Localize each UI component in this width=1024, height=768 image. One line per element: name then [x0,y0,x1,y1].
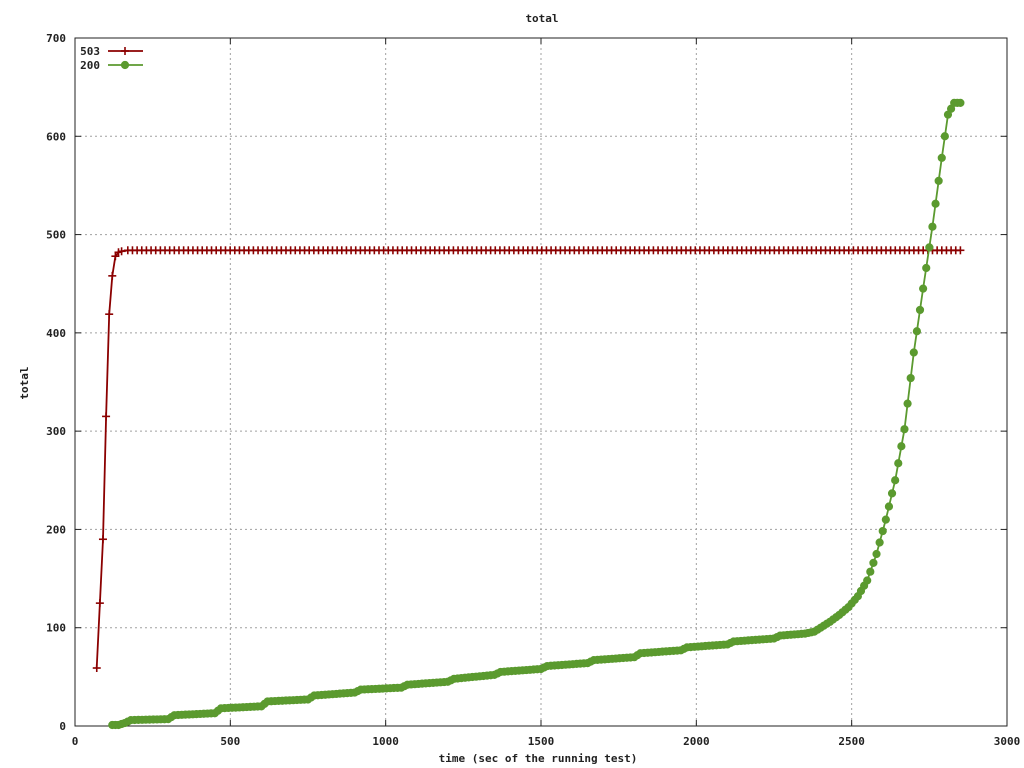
y-tick-label: 200 [46,523,66,536]
chart-title: total [525,12,558,25]
x-tick-label: 2000 [683,735,710,748]
y-tick-label: 600 [46,130,66,143]
series-200-point [922,263,931,273]
y-tick-label: 500 [46,229,66,242]
series-503-point [105,310,114,319]
series-503-point [92,664,101,673]
series-503-point [117,247,126,256]
series-200-point [866,567,875,576]
legend-marker-200 [120,60,130,70]
series-200-point [869,558,878,567]
series-200-point [919,284,928,293]
series-200 [108,98,965,730]
y-tick-label: 300 [46,425,66,438]
series-200-point [915,305,925,315]
y-tick-label: 400 [46,327,66,340]
series-200-point [906,373,915,383]
series-200-point [897,442,906,451]
x-tick-label: 3000 [994,735,1021,748]
plot-area-border [74,37,1008,727]
series-200-point [863,576,872,585]
series-200-point [894,459,903,468]
series-200-point [912,327,922,336]
series-200-point [903,399,912,408]
series-503 [92,246,965,673]
x-tick-label: 1000 [372,735,399,748]
y-tick-label: 700 [46,32,66,45]
series-200-point [887,489,897,498]
series-200-point [931,199,940,208]
series-200-point [872,549,881,559]
series-503-point [102,412,111,421]
y-tick-label: 100 [46,622,66,635]
axis-ticks: 0 500 1000 1500 2000 2500 3000 0 100 200 300 400 500… [46,32,1020,748]
x-tick-label: 0 [72,735,79,748]
series-200-point [891,476,900,485]
series-200-point [884,502,894,511]
grid-lines [75,38,1007,726]
series-200-point [878,526,887,536]
series-layer [92,98,965,730]
series-200-point [937,153,946,163]
y-tick-label: 0 [59,720,66,733]
series-200-point [900,425,909,434]
series-503-line [95,249,961,669]
legend-label-200: 200 [80,59,100,72]
series-503-point [95,599,104,608]
legend-marker-503 [121,47,129,55]
series-200-point [956,98,965,107]
series-200-line [112,102,961,726]
y-axis-label: total [18,366,31,399]
series-200-point [875,538,884,547]
x-tick-label: 500 [220,735,240,748]
series-200-point [909,348,918,357]
x-tick-label: 1500 [528,735,555,748]
x-tick-label: 2500 [838,735,865,748]
series-200-point [881,515,890,524]
legend-label-503: 503 [80,45,100,58]
series-200-point [925,243,934,252]
series-200-point [940,132,949,141]
series-503-point [956,246,965,255]
series-200-point [934,176,943,185]
series-503-point [98,535,107,544]
series-503-point [108,271,117,280]
series-200-point [928,222,937,231]
x-axis-label: time (sec of the running test) [439,752,638,765]
